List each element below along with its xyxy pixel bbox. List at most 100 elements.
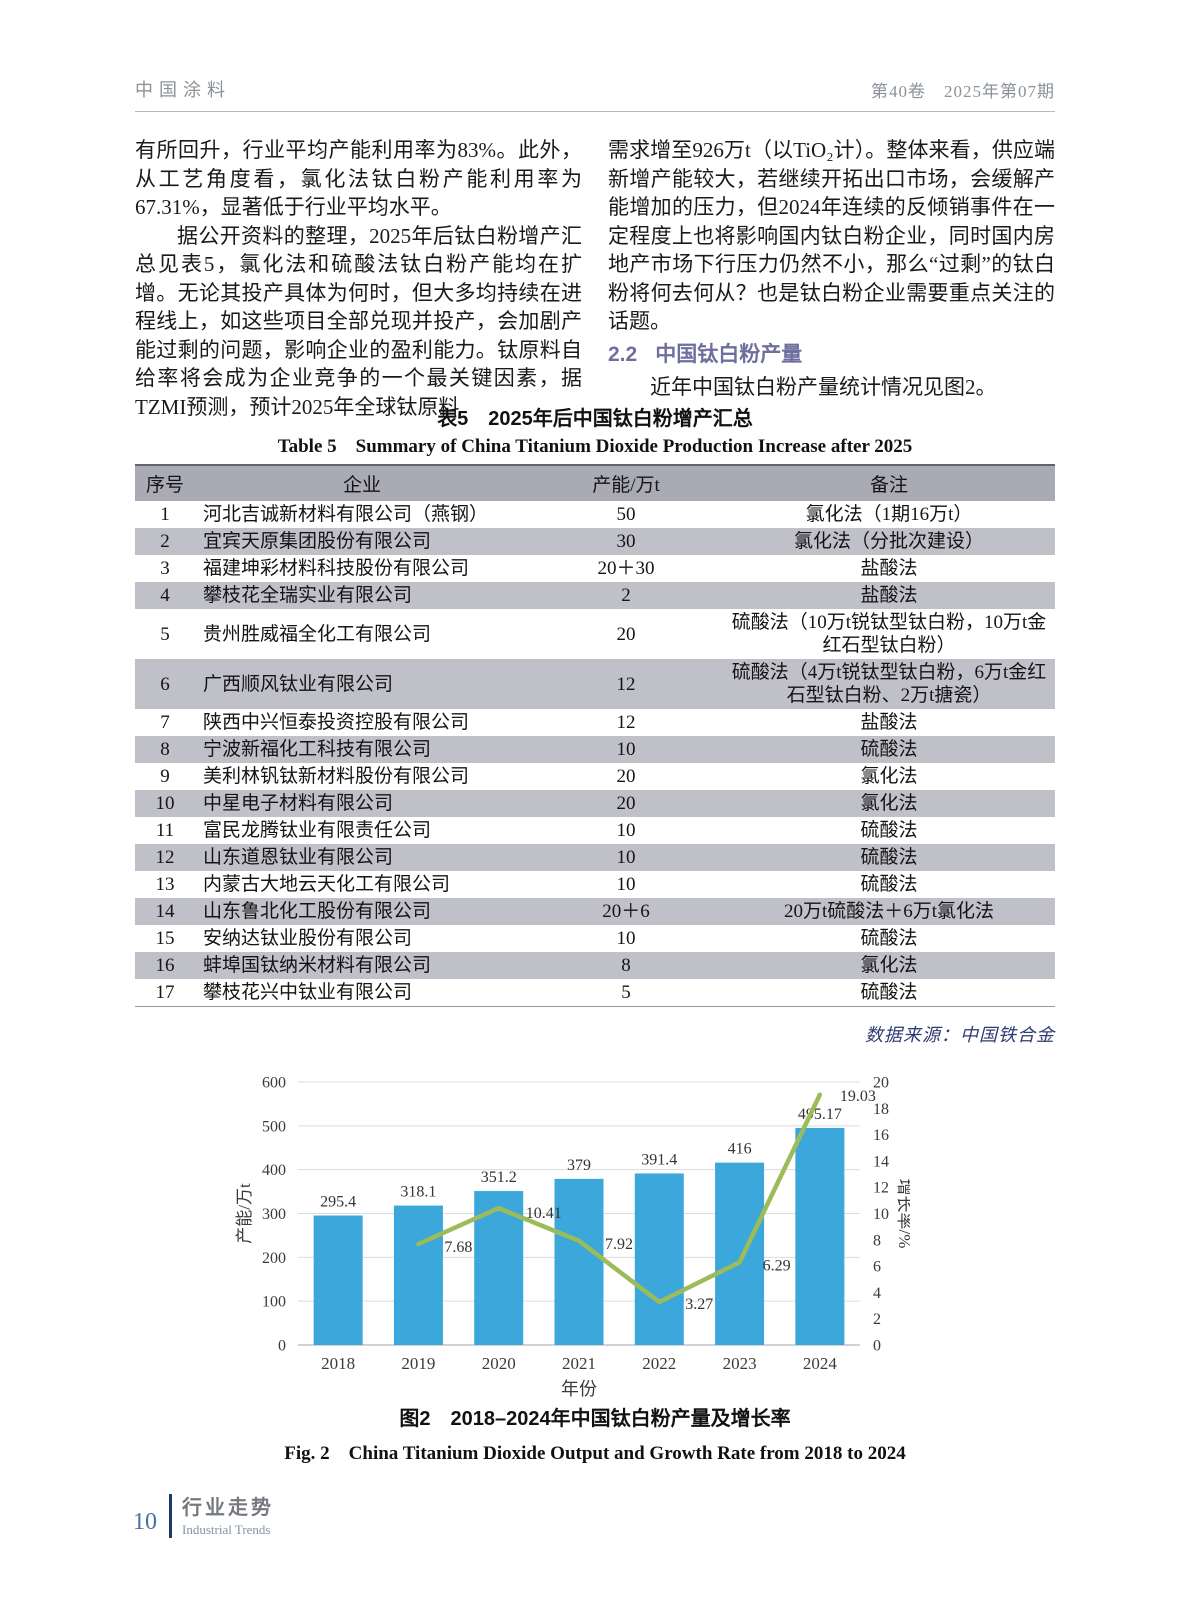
table-cell: 硫酸法	[860, 847, 918, 868]
section-heading: 2.2 中国钛白粉产量	[608, 340, 1055, 370]
table-header-cell: 序号	[145, 475, 184, 496]
table-row: 1 河北吉诚新材料有限公司（燕钢） 50 氯化法（1期16万t）	[135, 501, 1055, 528]
table-cell: 6	[160, 673, 170, 695]
table-cell: 11	[155, 820, 175, 841]
table-cell: 12	[155, 847, 175, 868]
table-cell: 氯化法（1期16万t）	[805, 504, 973, 525]
left-axis-tick-label: 400	[262, 1162, 286, 1179]
table-cell: 2	[621, 585, 631, 606]
bar	[715, 1162, 765, 1345]
table-cell: 8	[621, 955, 631, 976]
line-value-label: 7.92	[605, 1236, 633, 1253]
right-axis-tick-label: 6	[873, 1259, 881, 1276]
table-cell: 美利林钒钛新材料股份有限公司	[203, 766, 470, 787]
left-axis-tick-label: 200	[262, 1250, 286, 1267]
article-body: 有所回升，行业平均产能利用率为83%。此外，从工艺角度看，氯化法钛白粉产能利用率…	[135, 136, 1055, 421]
right-axis-tick-label: 8	[873, 1232, 881, 1249]
table-row: 12 山东道恩钛业有限公司 10 硫酸法	[135, 844, 1055, 871]
table-cell: 16	[155, 955, 175, 976]
table-row: 8 宁波新福化工科技有限公司 10 硫酸法	[135, 736, 1055, 763]
table-row: 4 攀枝花全瑞实业有限公司 2 盐酸法	[135, 582, 1055, 609]
table-row: 16 蚌埠国钛纳米材料有限公司 8 氯化法	[135, 952, 1055, 979]
table-body: 1 河北吉诚新材料有限公司（燕钢） 50 氯化法（1期16万t） 2 宜宾天原集团股份有限…	[135, 501, 1055, 1007]
page-number: 10	[133, 1509, 157, 1535]
table-row: 17 攀枝花兴中钛业有限公司 5 硫酸法	[135, 979, 1055, 1007]
table-cell: 氯化法	[860, 955, 918, 976]
figure2-block: 0 100 200 300 400 500 600 0 2 4 6 8 10 12 14 16 18 20 295.…	[135, 1058, 1055, 1465]
bar	[313, 1215, 363, 1345]
right-axis-tick-label: 10	[873, 1206, 889, 1223]
left-axis-tick-label: 0	[278, 1338, 286, 1355]
table-cell: 5	[160, 623, 170, 645]
table-cell: 20万t硫酸法＋6万t氯化法	[783, 901, 995, 922]
bar-value-label: 495.17	[798, 1106, 842, 1123]
table-cell: 陕西中兴恒泰投资控股有限公司	[203, 712, 470, 733]
right-axis-tick-label: 20	[873, 1075, 889, 1092]
table-row: 7 陕西中兴恒泰投资控股有限公司 12 盐酸法	[135, 709, 1055, 736]
table-row: 11 富民龙腾钛业有限责任公司 10 硫酸法	[135, 817, 1055, 844]
right-axis-tick-label: 0	[873, 1338, 881, 1355]
table-header-cell: 产能/万t	[592, 475, 660, 496]
table-title-cn: 表5 2025年后中国钛白粉增产汇总	[437, 408, 753, 430]
right-axis-tick-label: 2	[873, 1311, 881, 1328]
table-cell: 5	[621, 982, 631, 1003]
section-number: 2.2	[608, 342, 638, 366]
table-row: 6 广西顺风钛业有限公司 12 硫酸法（4万t锐钛型钛白粉，6万t金红石型钛白粉、2万…	[135, 659, 1055, 709]
table-cell: 盐酸法	[860, 585, 918, 606]
left-axis-tick-label: 300	[262, 1206, 286, 1223]
production-increase-table: 序号 企业 产能/万t 备注 1 河北吉诚新材料有限公司（燕钢） 50 氯化法（1期16万t…	[135, 464, 1055, 1007]
table-cell: 蚌埠国钛纳米材料有限公司	[203, 955, 432, 976]
table-cell: 宁波新福化工科技有限公司	[203, 739, 432, 760]
table-cell: 1	[160, 504, 170, 525]
table-cell: 内蒙古大地云天化工有限公司	[203, 874, 451, 895]
line-value-label: 19.03	[840, 1088, 876, 1105]
table-cell: 山东道恩钛业有限公司	[203, 847, 394, 868]
page-header: 中国涂料 第40卷 2025年第07期	[135, 76, 1055, 112]
table-cell: 硫酸法	[860, 739, 918, 760]
bar-value-label: 379	[567, 1157, 591, 1174]
left-axis-tick-label: 500	[262, 1118, 286, 1135]
table-row: 13 内蒙古大地云天化工有限公司 10 硫酸法	[135, 871, 1055, 898]
x-axis-tick-label: 2020	[482, 1354, 516, 1373]
table-row: 5 贵州胜威福全化工有限公司 20 硫酸法（10万t锐钛型钛白粉，10万t金红石型钛白…	[135, 609, 1055, 659]
footer-section-en: Industrial Trends	[182, 1521, 271, 1537]
table-cell: 3	[160, 558, 170, 579]
table-cell: 富民龙腾钛业有限责任公司	[203, 820, 432, 841]
table-cell: 2	[160, 531, 170, 552]
table-cell: 贵州胜威福全化工有限公司	[203, 623, 432, 645]
table-cell: 氯化法（分批次建设）	[793, 531, 984, 552]
table-cell: 10	[616, 739, 636, 760]
table-cell: 20＋6	[602, 901, 650, 922]
right-axis-tick-label: 12	[873, 1180, 889, 1197]
x-axis-tick-label: 2024	[803, 1354, 838, 1373]
right-axis-tick-label: 16	[873, 1127, 889, 1144]
table-cell: 硫酸法	[860, 928, 918, 949]
bar-line-chart: 0 100 200 300 400 500 600 0 2 4 6 8 10 12 14 16 18 20 295.…	[235, 1075, 910, 1400]
table-cell: 硫酸法	[860, 982, 918, 1003]
table-cell: 4	[160, 585, 170, 606]
paragraph-figure-reference: 近年中国钛白粉产量统计情况见图2。	[650, 374, 997, 399]
right-axis-tick-label: 18	[873, 1101, 889, 1118]
table-cell: 硫酸法（4万t锐钛型钛白粉，6万t金红石型钛白粉、2万t搪瓷）	[731, 662, 1047, 706]
table-cell: 安纳达钛业股份有限公司	[203, 928, 413, 949]
table-cell: 盐酸法	[860, 712, 918, 733]
table-header-row: 序号 企业 产能/万t 备注	[135, 465, 1055, 501]
bar	[634, 1173, 684, 1345]
right-axis-title: 增长率/%	[895, 1179, 910, 1249]
footer-divider	[169, 1494, 172, 1538]
table-title-en: Table 5 Summary of China Titanium Dioxid…	[277, 436, 913, 457]
footer-section-cn: 行业走势	[182, 1496, 274, 1519]
table-cell: 氯化法	[860, 793, 918, 814]
left-column: 有所回升，行业平均产能利用率为83%。此外，从工艺角度看，氯化法钛白粉产能利用率…	[135, 136, 582, 421]
table-cell: 9	[160, 766, 170, 787]
table-cell: 17	[155, 982, 175, 1003]
left-axis-tick-label: 100	[262, 1294, 286, 1311]
table-cell: 12	[616, 673, 636, 695]
table-head: 序号 企业 产能/万t 备注	[135, 465, 1055, 501]
paragraph-production-summary: 据公开资料的整理，2025年后钛白粉增产汇总见表5，氯化法和硫酸法钛白粉产能均在…	[135, 223, 582, 419]
table-cell: 13	[155, 874, 175, 895]
table-cell: 50	[616, 504, 636, 525]
table-row: 2 宜宾天原集团股份有限公司 30 氯化法（分批次建设）	[135, 528, 1055, 555]
table-cell: 20	[616, 793, 636, 814]
